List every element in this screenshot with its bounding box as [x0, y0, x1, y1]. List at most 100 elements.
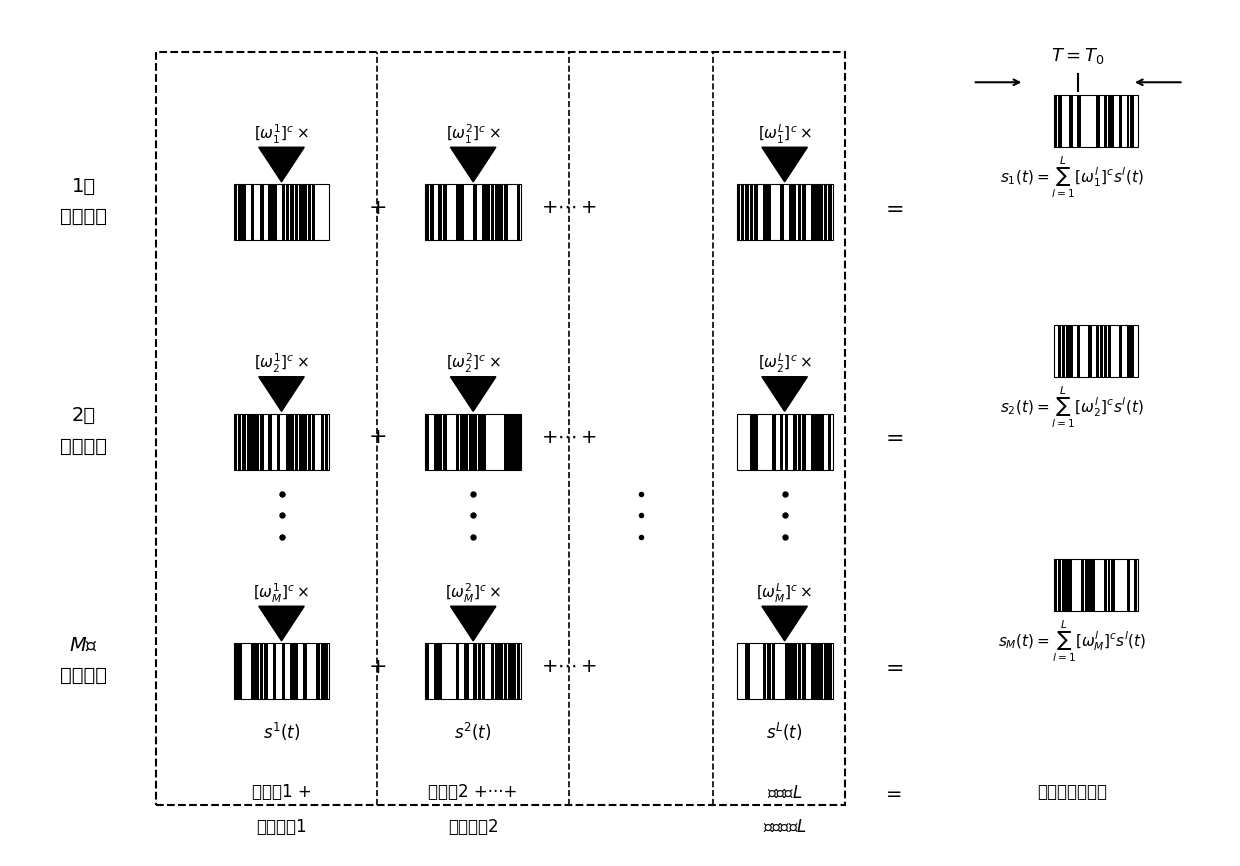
Bar: [1111, 95, 1115, 147]
Bar: [1058, 325, 1061, 377]
Text: $[\omega_{1}^{2}]^c \times$: $[\omega_{1}^{2}]^c \times$: [446, 123, 501, 145]
Bar: [500, 643, 503, 700]
Bar: [250, 643, 254, 700]
Text: $[\omega_{2}^{1}]^c \times$: $[\omega_{2}^{1}]^c \times$: [254, 352, 309, 375]
Bar: [500, 184, 503, 240]
Bar: [823, 643, 828, 700]
Bar: [482, 414, 486, 469]
Bar: [1104, 559, 1107, 611]
Bar: [745, 184, 749, 240]
Bar: [797, 184, 801, 240]
Bar: [1118, 325, 1122, 377]
Polygon shape: [450, 606, 496, 641]
Bar: [425, 643, 429, 700]
Bar: [268, 184, 273, 240]
Bar: [1089, 559, 1092, 611]
Bar: [460, 184, 464, 240]
Text: $[\omega_{M}^{1}]^c \times$: $[\omega_{M}^{1}]^c \times$: [253, 582, 310, 604]
Bar: [482, 184, 486, 240]
Bar: [1107, 325, 1111, 377]
Bar: [304, 414, 308, 469]
Bar: [785, 414, 789, 469]
Bar: [754, 414, 758, 469]
Bar: [823, 184, 827, 240]
Bar: [443, 184, 446, 240]
Bar: [233, 414, 237, 469]
Bar: [456, 184, 460, 240]
Bar: [768, 184, 771, 240]
Text: $M$号: $M$号: [69, 637, 98, 654]
Bar: [789, 643, 792, 700]
Bar: [443, 414, 446, 469]
Bar: [1131, 325, 1133, 377]
Bar: [770, 606, 800, 619]
Text: 叠加后的子脉冲: 叠加后的子脉冲: [1037, 784, 1107, 801]
Text: $+$: $+$: [368, 427, 387, 448]
Bar: [1061, 325, 1065, 377]
Bar: [290, 643, 295, 700]
Bar: [295, 184, 298, 240]
Text: 发射阵元: 发射阵元: [61, 436, 108, 456]
Bar: [242, 184, 246, 240]
Text: 2号: 2号: [72, 406, 95, 425]
Polygon shape: [259, 606, 304, 641]
Bar: [828, 414, 831, 469]
Bar: [268, 414, 272, 469]
Bar: [1089, 325, 1091, 377]
Bar: [815, 414, 818, 469]
Bar: [742, 184, 744, 240]
Bar: [1107, 559, 1111, 611]
Bar: [456, 414, 459, 469]
Text: $[\omega_{2}^{2}]^c \times$: $[\omega_{2}^{2}]^c \times$: [446, 352, 501, 375]
Bar: [1058, 559, 1061, 611]
Bar: [459, 377, 489, 390]
Bar: [1096, 95, 1100, 147]
Bar: [290, 414, 294, 469]
Bar: [425, 184, 429, 240]
Bar: [474, 414, 477, 469]
Bar: [259, 414, 264, 469]
Bar: [512, 414, 517, 469]
Bar: [459, 147, 489, 160]
Bar: [474, 184, 476, 240]
Text: $+$: $+$: [368, 656, 387, 677]
Polygon shape: [450, 147, 496, 182]
Bar: [325, 414, 329, 469]
Bar: [1111, 559, 1115, 611]
Text: 子脉冲1 +: 子脉冲1 +: [252, 784, 311, 801]
Bar: [312, 414, 315, 469]
Bar: [267, 606, 296, 619]
Bar: [508, 643, 512, 700]
Text: $[\omega_{M}^{2}]^c \times$: $[\omega_{M}^{2}]^c \times$: [445, 582, 501, 604]
Bar: [754, 184, 758, 240]
Bar: [503, 643, 507, 700]
Bar: [802, 184, 806, 240]
Text: $s_1(t)=\sum_{l=1}^{L}[\omega_1^l]^c s^l(t)$: $s_1(t)=\sum_{l=1}^{L}[\omega_1^l]^c s^l…: [1001, 155, 1145, 200]
Bar: [477, 643, 481, 700]
Bar: [1104, 325, 1107, 377]
Bar: [255, 414, 259, 469]
Bar: [495, 184, 500, 240]
Text: $s^1(t)$: $s^1(t)$: [263, 721, 300, 743]
Bar: [828, 184, 832, 240]
Bar: [273, 643, 277, 700]
Text: $T = T_0$: $T = T_0$: [1052, 46, 1105, 67]
Bar: [1061, 559, 1065, 611]
Bar: [295, 643, 298, 700]
Bar: [508, 414, 512, 469]
Bar: [238, 414, 242, 469]
Bar: [477, 414, 482, 469]
Bar: [1069, 559, 1073, 611]
Bar: [794, 643, 797, 700]
Bar: [321, 643, 325, 700]
Bar: [295, 414, 299, 469]
Bar: [815, 184, 818, 240]
Text: $=$: $=$: [883, 783, 903, 802]
Bar: [820, 414, 823, 469]
Bar: [763, 643, 766, 700]
Bar: [299, 414, 303, 469]
Bar: [517, 184, 521, 240]
Text: $s^2(t)$: $s^2(t)$: [454, 721, 492, 743]
Bar: [768, 643, 771, 700]
Bar: [325, 643, 329, 700]
